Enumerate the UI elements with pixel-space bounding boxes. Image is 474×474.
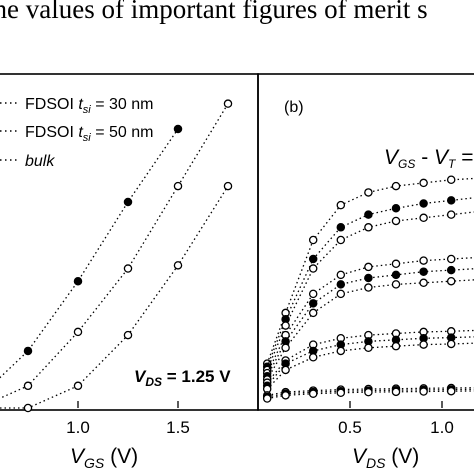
panel-b-series-5-point-2 — [308, 308, 318, 318]
panel-a-series-0-point-3 — [73, 276, 83, 286]
panel-b-series-5-line — [266, 279, 474, 380]
panel-a-xtick-label-1: 1.0 — [66, 418, 90, 437]
panel-a: 0.51.01.5 — [0, 99, 233, 437]
panel-b-series-11-point-3 — [336, 388, 346, 398]
vgs-vt-annotation: VGS - VT = — [384, 146, 474, 171]
panel-b-series-8-point-7 — [446, 339, 456, 349]
panel-b-series-4-line — [266, 268, 474, 377]
panel-b-series-2-point-5 — [391, 216, 401, 226]
panel-b-series-1-point-7 — [446, 196, 456, 205]
panel-b-series-5-point-4 — [364, 283, 373, 292]
panel-b-label: (b) — [284, 99, 304, 116]
panel-b-series-6-line — [266, 329, 474, 384]
panel-b-series-2-point-1 — [281, 321, 290, 330]
panel-a-series-0-point-2 — [23, 346, 33, 356]
panel-b-series-7-line — [266, 336, 474, 387]
panel-a-series-2-point-3 — [73, 381, 83, 391]
panel-b-series-5-point-7 — [446, 276, 456, 286]
panel-b-series-4-point-7 — [446, 265, 456, 275]
panel-b-series-8-point-6 — [419, 340, 428, 349]
panel-b-series-3-point-5 — [391, 259, 401, 269]
panel-b-series-8-point-4 — [364, 343, 373, 353]
panel-b-series-5-point-1 — [281, 343, 290, 353]
panel-b-series-5-point-6 — [419, 278, 428, 288]
panel-b-series-11-point-2 — [308, 389, 318, 398]
panel-b-series-4-point-5 — [391, 270, 401, 280]
panel-b-series-4-point-4 — [364, 273, 373, 283]
panel-a-series-1-point-2 — [23, 381, 33, 391]
caption-line: the values of important figures of merit… — [0, 0, 428, 24]
vds-annotation: VDS = 1.25 V — [134, 367, 231, 389]
panel-b-series-3-point-2 — [308, 289, 318, 299]
panel-b: 0.5 1.0 — [262, 175, 474, 437]
panel-b-series-5-point-3 — [336, 289, 346, 299]
panel-b-series-0-point-5 — [391, 181, 401, 191]
panel-b-series-4-point-6 — [419, 267, 428, 276]
panel-b-series-11-point-5 — [391, 387, 401, 397]
panel-b-frame — [257, 73, 474, 411]
caption-text: the values of important figures of merit… — [0, 0, 474, 28]
panel-b-series-4-point-3 — [336, 280, 346, 289]
panel-a-series-2-point-5 — [173, 261, 183, 270]
panel-a-series-1-point-4 — [123, 264, 133, 273]
panel-b-series-5-point-5 — [391, 280, 401, 289]
panel-b-xtick-label-0: 0.5 — [338, 418, 362, 437]
panel-a-series-1-point-5 — [173, 181, 183, 191]
panel-a-series-2-point-6 — [223, 181, 233, 191]
legend-label-3: bulk — [25, 153, 55, 170]
panel-b-series-1-point-5 — [391, 204, 401, 213]
panel-b-series-0-point-3 — [336, 200, 346, 210]
panel-b-series-4-point-2 — [308, 299, 318, 308]
panel-b-series-1-point-4 — [364, 210, 373, 219]
panel-b-series-1-point-3 — [336, 223, 346, 232]
panel-b-series-0-point-6 — [419, 178, 428, 188]
panel-b-series-11-point-1 — [281, 391, 290, 400]
panel-b-series-3-point-4 — [364, 262, 373, 272]
panel-a-xtick-label-2: 1.5 — [166, 418, 190, 437]
legend-label-2: FDSOI tsi = 50 nm — [25, 124, 153, 144]
panel-b-series-1-point-2 — [308, 254, 318, 264]
panel-b-series-0-point-4 — [364, 188, 373, 197]
panel-b-series-2-point-6 — [419, 213, 428, 223]
panel-b-series-3-point-6 — [419, 256, 428, 265]
panel-b-series-0-point-2 — [308, 235, 318, 245]
legend-label-1: FDSOI tsi = 30 nm — [25, 96, 153, 116]
panel-b-series-11-point-0 — [262, 394, 272, 403]
panel-b-series-2-point-2 — [308, 264, 318, 273]
panel-b-series-8-point-1 — [281, 365, 290, 375]
panel-b-series-10-line — [267, 388, 474, 398]
x-axis-label-b: VDS (V) — [352, 445, 419, 471]
panel-b-series-2-point-3 — [336, 235, 346, 245]
panel-b-xtick-label-1: 1.0 — [430, 418, 454, 437]
panel-a-series-1-point-3 — [73, 327, 83, 337]
panel-b-series-3-point-7 — [446, 254, 456, 264]
panel-b-series-2-point-4 — [364, 223, 373, 232]
panel-a-series-2-point-4 — [123, 330, 133, 340]
panel-b-series-8-point-5 — [391, 341, 401, 351]
x-axis-label-a: VGS (V) — [70, 445, 138, 471]
panel-a-series-0-point-4 — [123, 197, 133, 207]
panel-b-series-11-point-7 — [446, 386, 456, 396]
panel-b-series-1-point-6 — [419, 199, 428, 208]
panel-b-series-8-point-3 — [336, 346, 346, 356]
panel-a-series-1-point-6 — [223, 99, 233, 108]
legend-panel-a: FDSOI tsi = 30 nm FDSOI tsi = 50 nm bulk — [0, 96, 153, 170]
panel-b-series-11-point-4 — [364, 387, 373, 397]
panel-a-series-2-point-2 — [23, 403, 33, 413]
panel-a-series-1-line — [0, 103, 229, 399]
panel-a-series-0-line — [0, 128, 179, 379]
panel-b-series-11-point-6 — [419, 387, 428, 396]
panel-b-series-3-point-3 — [336, 270, 346, 280]
panel-b-series-11-line — [267, 390, 474, 400]
panel-b-series-9-line — [267, 387, 474, 396]
panel-a-series-0-point-5 — [173, 124, 183, 134]
panel-b-series-0-point-7 — [446, 175, 456, 185]
panel-b-series-8-point-2 — [308, 353, 318, 362]
panel-b-series-2-point-7 — [446, 210, 456, 219]
